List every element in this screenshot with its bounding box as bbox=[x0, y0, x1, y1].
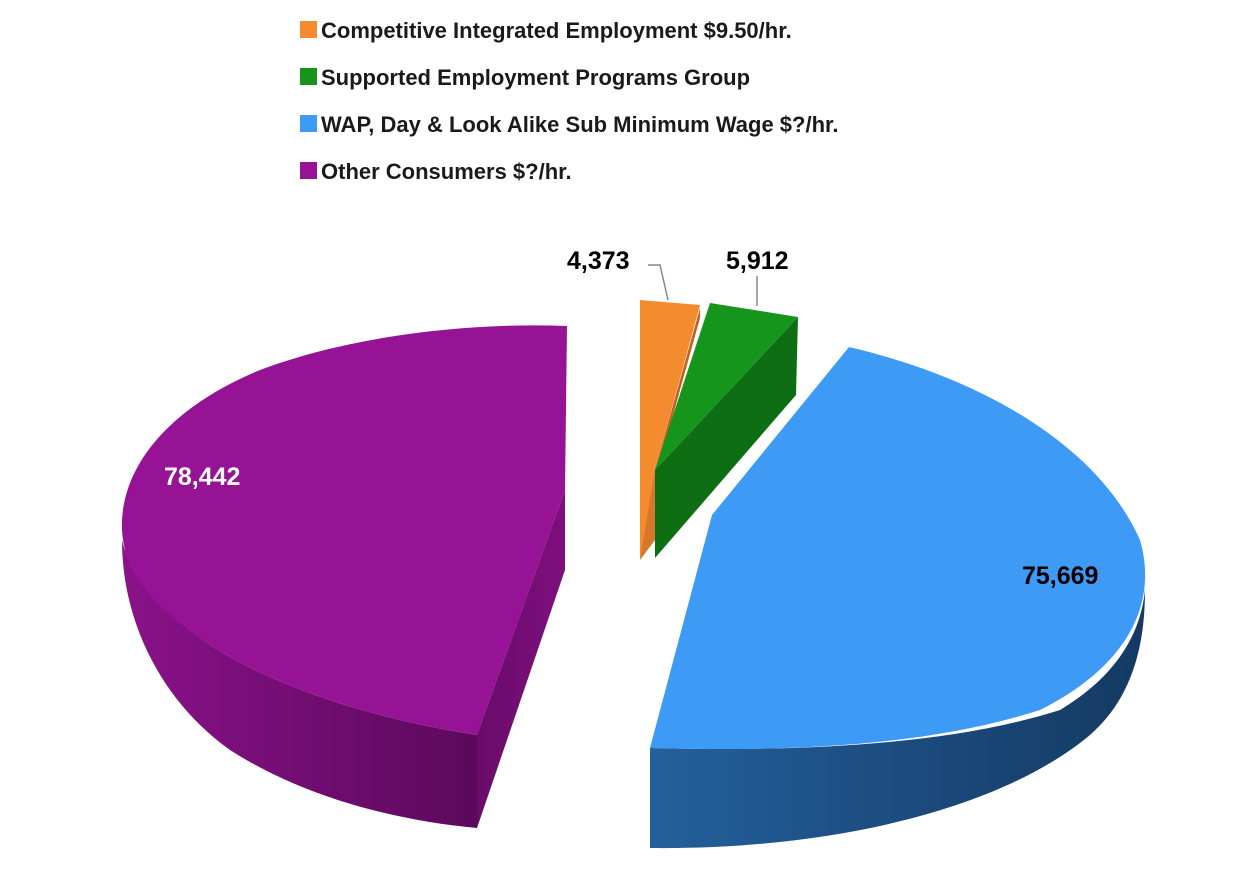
legend-label: Competitive Integrated Employment $9.50/… bbox=[321, 18, 792, 43]
pie-slice-top bbox=[640, 300, 700, 560]
data-labels: 4,373 5,912 75,669 78,442 bbox=[164, 247, 1098, 590]
pie-slice-side bbox=[650, 590, 1145, 849]
pie-slice-side bbox=[122, 540, 477, 828]
pie-slice-wap-day bbox=[650, 347, 1146, 849]
data-label: 75,669 bbox=[1022, 562, 1098, 590]
pie-slice-supported-employment bbox=[655, 303, 798, 558]
legend: Competitive Integrated Employment $9.50/… bbox=[300, 18, 839, 184]
pie-slice-cut-face bbox=[477, 490, 565, 828]
legend-swatch bbox=[300, 115, 317, 132]
legend-label: Supported Employment Programs Group bbox=[321, 65, 750, 90]
leader-lines bbox=[648, 264, 758, 306]
legend-swatch bbox=[300, 68, 317, 85]
data-label: 5,912 bbox=[726, 247, 789, 275]
leader-line bbox=[648, 264, 669, 301]
legend-label: Other Consumers $?/hr. bbox=[321, 159, 572, 184]
data-label: 4,373 bbox=[567, 247, 630, 275]
legend-item: Competitive Integrated Employment $9.50/… bbox=[300, 18, 792, 43]
legend-item: Supported Employment Programs Group bbox=[300, 65, 750, 90]
legend-swatch bbox=[300, 162, 317, 179]
legend-label: WAP, Day & Look Alike Sub Minimum Wage $… bbox=[321, 112, 839, 137]
pie-slice-top bbox=[655, 303, 798, 470]
pie-slice-top bbox=[121, 325, 567, 735]
legend-item: WAP, Day & Look Alike Sub Minimum Wage $… bbox=[300, 112, 839, 137]
legend-item: Other Consumers $?/hr. bbox=[300, 159, 572, 184]
pie-slice-top bbox=[650, 347, 1146, 750]
data-label: 78,442 bbox=[164, 463, 240, 491]
pie-slice-side bbox=[655, 317, 798, 558]
legend-swatch bbox=[300, 21, 317, 38]
pie-slice-other-consumers bbox=[121, 325, 567, 828]
